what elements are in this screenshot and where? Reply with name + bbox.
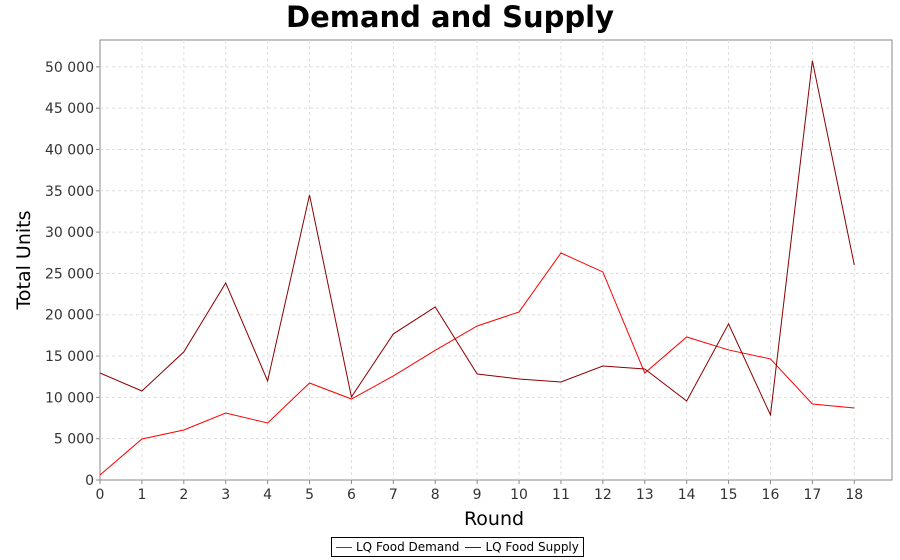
legend-item-supply: LQ Food Supply <box>465 540 579 554</box>
x-tick-label: 14 <box>678 487 696 503</box>
x-tick-label: 7 <box>389 487 398 503</box>
x-tick-label: 5 <box>305 487 314 503</box>
x-tick-label: 6 <box>347 487 356 503</box>
y-tick-label: 25 000 <box>45 266 94 282</box>
y-tick-label: 45 000 <box>45 101 94 117</box>
x-tick-label: 3 <box>221 487 230 503</box>
x-tick-label: 13 <box>636 487 654 503</box>
x-tick-label: 9 <box>473 487 482 503</box>
plot-area <box>99 39 893 481</box>
legend-label: LQ Food Demand <box>356 540 460 554</box>
x-tick-label: 0 <box>96 487 105 503</box>
legend-swatch <box>336 547 352 548</box>
y-tick-label: 30 000 <box>45 225 94 241</box>
y-tick-label: 50 000 <box>45 60 94 76</box>
chart-title: Demand and Supply <box>286 0 614 34</box>
x-tick-label: 18 <box>845 487 863 503</box>
x-tick-label: 15 <box>720 487 738 503</box>
x-tick-label: 1 <box>137 487 146 503</box>
x-tick-label: 10 <box>510 487 528 503</box>
y-tick-label: 40 000 <box>45 142 94 158</box>
legend-label: LQ Food Supply <box>485 540 579 554</box>
legend: LQ Food Demand LQ Food Supply <box>331 537 584 557</box>
y-tick-label: 10 000 <box>45 390 94 406</box>
x-tick-label: 12 <box>594 487 612 503</box>
y-tick-label: 5 000 <box>54 432 94 448</box>
x-tick-label: 8 <box>431 487 440 503</box>
y-tick-label: 0 <box>85 473 94 489</box>
y-axis-label: Total Units <box>13 211 35 311</box>
y-tick-label: 20 000 <box>45 308 94 324</box>
y-tick-label: 15 000 <box>45 349 94 365</box>
x-tick-label: 16 <box>762 487 780 503</box>
x-axis-label: Round <box>464 508 524 530</box>
x-tick-label: 17 <box>803 487 821 503</box>
y-tick-label: 35 000 <box>45 184 94 200</box>
x-tick-label: 2 <box>179 487 188 503</box>
legend-swatch <box>465 547 482 548</box>
x-tick-label: 11 <box>552 487 570 503</box>
x-tick-label: 4 <box>263 487 272 503</box>
legend-item-demand: LQ Food Demand <box>336 540 459 554</box>
